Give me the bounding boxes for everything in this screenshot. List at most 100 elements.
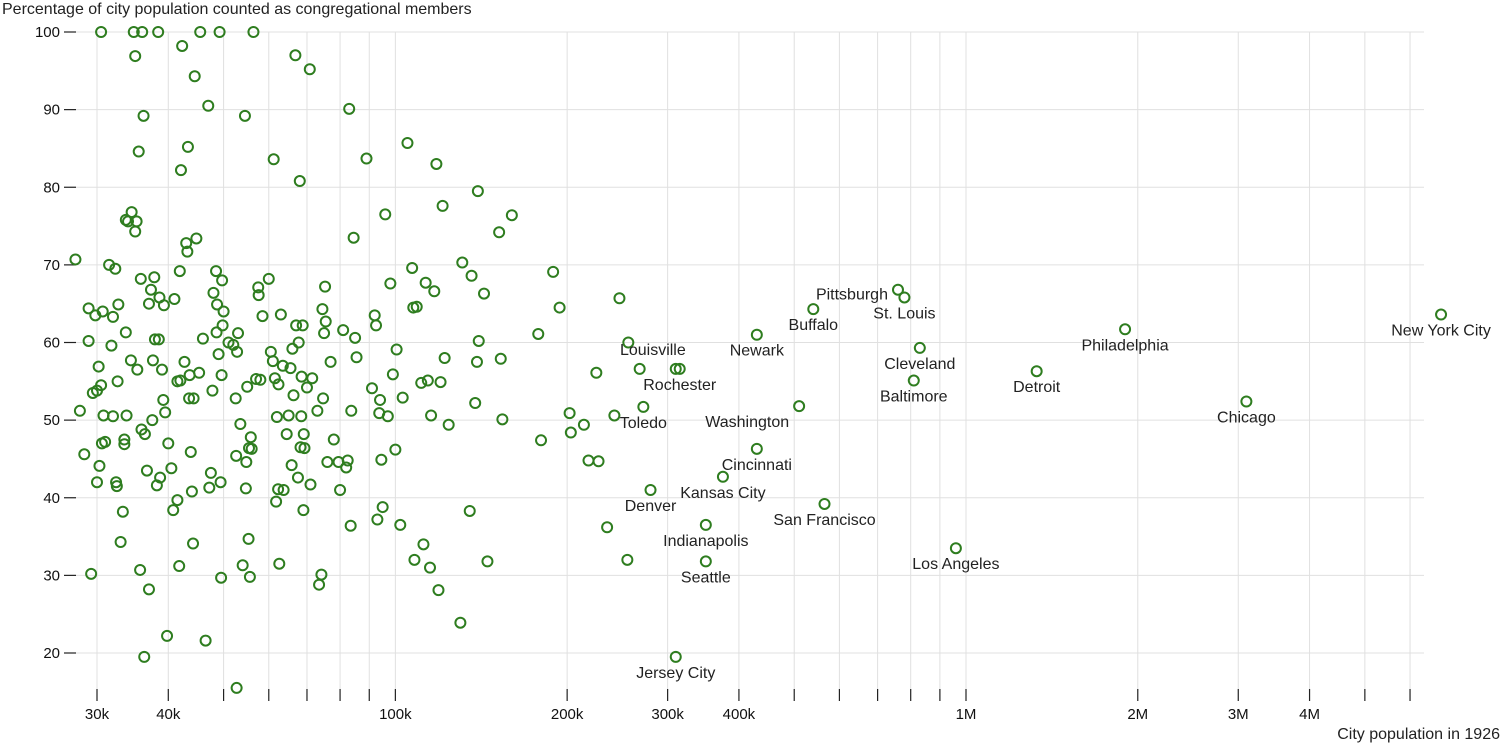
data-point <box>601 521 614 534</box>
data-point <box>621 553 634 566</box>
data-point <box>478 287 491 300</box>
data-point <box>230 449 243 462</box>
data-point <box>421 374 434 387</box>
data-point <box>156 363 169 376</box>
data-point <box>240 456 253 469</box>
data-point <box>185 485 198 498</box>
data-point <box>250 372 263 385</box>
data-point <box>95 379 108 392</box>
data-point <box>97 409 110 422</box>
data-point <box>173 265 186 278</box>
data-point <box>138 428 151 441</box>
city-point <box>1030 365 1043 378</box>
data-point <box>471 185 484 198</box>
points-layer <box>69 26 1448 694</box>
data-point <box>438 352 451 365</box>
data-point <box>415 376 428 389</box>
data-point <box>633 362 646 375</box>
data-point <box>417 538 430 551</box>
data-point <box>282 409 295 422</box>
data-point <box>215 369 228 382</box>
city-point <box>1119 323 1132 336</box>
data-point <box>316 303 329 316</box>
data-point <box>148 271 161 284</box>
city-label: Indianapolis <box>663 533 748 550</box>
data-point <box>210 326 223 339</box>
data-point <box>577 418 590 431</box>
data-point <box>238 109 251 122</box>
data-point <box>344 519 357 532</box>
data-point <box>590 366 603 379</box>
data-point <box>313 578 326 591</box>
data-point <box>319 315 332 328</box>
data-point <box>582 454 595 467</box>
data-point <box>311 404 324 417</box>
data-point <box>214 476 227 489</box>
data-point <box>266 355 279 368</box>
city-label: St. Louis <box>873 305 935 322</box>
data-point <box>168 293 181 306</box>
data-point <box>376 501 389 514</box>
data-point <box>318 327 331 340</box>
data-point <box>180 237 193 250</box>
city-point <box>673 362 686 375</box>
data-point <box>535 434 548 447</box>
city-labels-layer: New York City Chicago Philadelphia Detroit L… <box>620 287 1491 682</box>
city-point <box>699 555 712 568</box>
city-label: Denver <box>625 498 677 515</box>
data-point <box>183 369 196 382</box>
data-point <box>368 309 381 322</box>
data-point <box>306 372 319 385</box>
city-point <box>716 470 729 483</box>
city-label: Los Angeles <box>912 556 999 573</box>
data-point <box>232 327 245 340</box>
data-point <box>105 339 118 352</box>
data-point <box>202 99 215 112</box>
data-point <box>111 375 124 388</box>
data-point <box>242 532 255 545</box>
y-tick-label: 20 <box>43 645 60 662</box>
data-point <box>442 418 455 431</box>
data-point <box>193 366 206 379</box>
data-point <box>286 342 299 355</box>
x-tick-label: 400k <box>723 706 756 723</box>
data-point <box>375 453 388 466</box>
data-point <box>424 561 437 574</box>
city-label: Chicago <box>1217 409 1276 426</box>
data-point <box>553 301 566 314</box>
data-point <box>112 298 125 311</box>
data-point <box>277 483 290 496</box>
data-point <box>350 351 363 364</box>
data-point <box>118 433 131 446</box>
data-point <box>212 348 225 361</box>
city-label: Seattle <box>681 569 731 586</box>
data-point <box>428 285 441 298</box>
data-point <box>167 504 180 517</box>
data-point <box>116 505 129 518</box>
data-point <box>268 372 281 385</box>
data-point <box>229 392 242 405</box>
data-point <box>327 433 340 446</box>
data-point <box>119 326 132 339</box>
data-point <box>298 442 311 455</box>
data-point <box>463 504 476 517</box>
data-point <box>592 455 605 468</box>
y-tick-label: 80 <box>43 179 60 196</box>
x-tick-label: 3M <box>1228 706 1249 723</box>
data-point <box>280 428 293 441</box>
y-tick-label: 60 <box>43 335 60 352</box>
data-point <box>365 382 378 395</box>
data-point <box>78 448 91 461</box>
data-point <box>110 480 123 493</box>
data-point <box>125 206 138 219</box>
data-point <box>131 363 144 376</box>
x-tick-label: 100k <box>379 706 412 723</box>
data-point <box>608 409 621 422</box>
data-point <box>472 334 485 347</box>
city-label: Toledo <box>620 415 667 432</box>
city-point <box>907 374 920 387</box>
axis-layer: 20 30 40 50 60 70 80 90 100 30k 40k 100k 200k 300k 400… <box>35 24 1411 723</box>
data-point <box>187 537 200 550</box>
data-point <box>146 354 159 367</box>
